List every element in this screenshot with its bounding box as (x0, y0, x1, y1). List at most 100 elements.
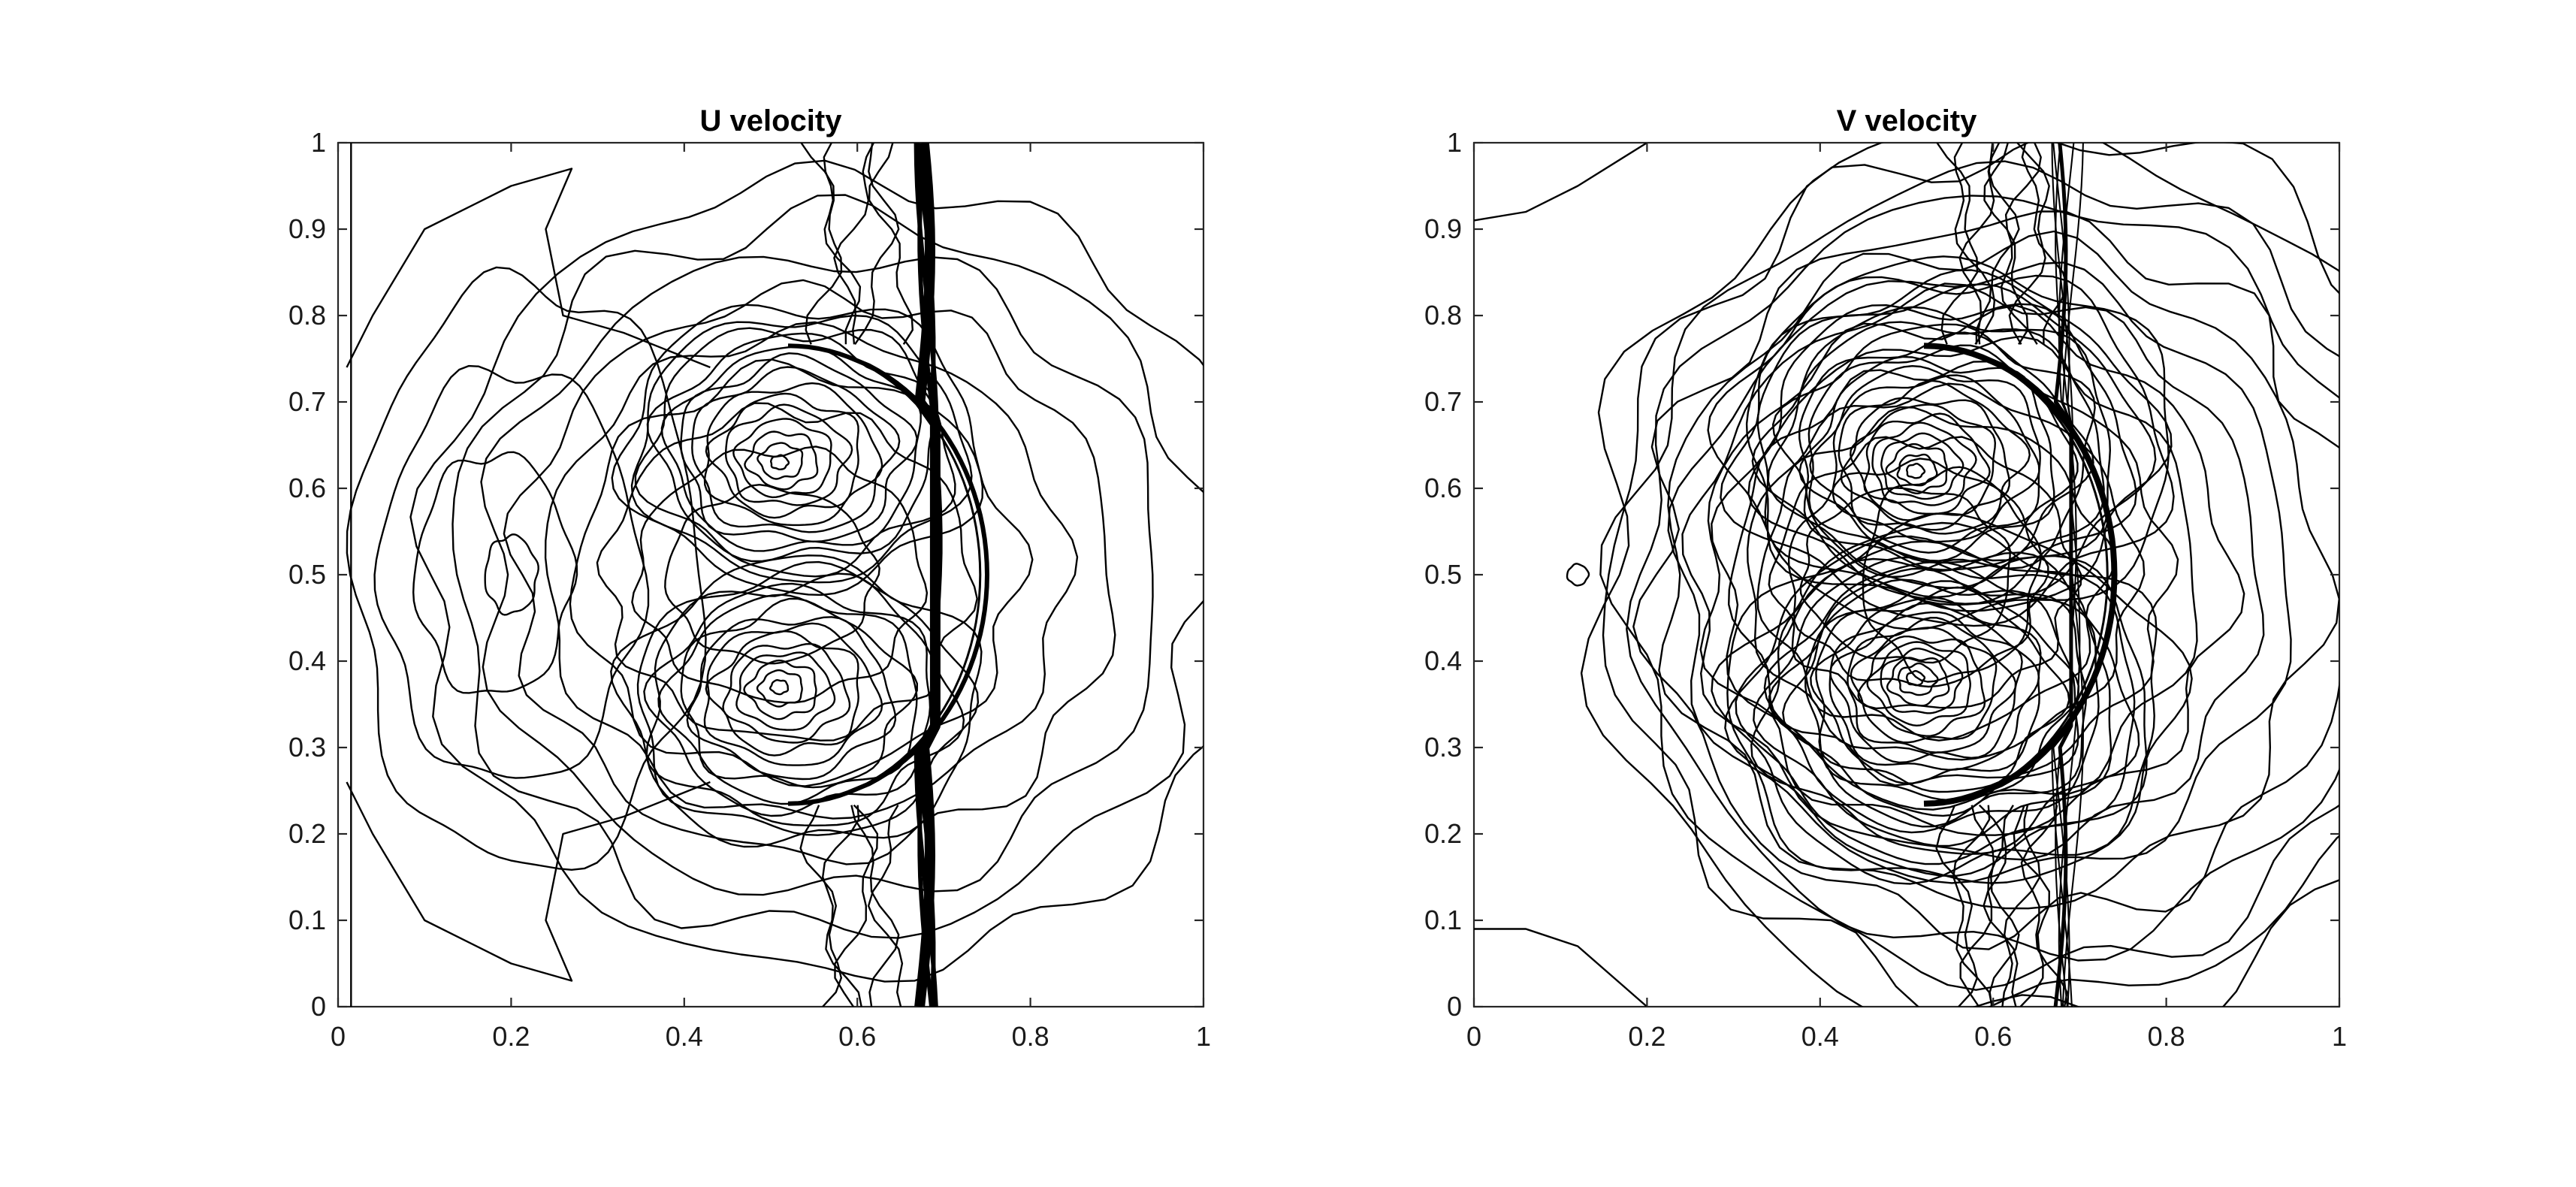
u-velocity-lower-ripple-0 (799, 805, 843, 1007)
v-velocity-vortex-1-contour-11 (1815, 586, 2070, 793)
v-velocity-lower-ripple-2 (1959, 804, 2004, 1007)
u-velocity-wake-contour-8 (409, 159, 1203, 983)
v-velocity-y-tick-label: 0.9 (1424, 213, 1462, 244)
v-velocity-lower-ripple-1 (1952, 805, 1993, 1007)
u-velocity-field-contour-2 (373, 364, 650, 779)
v-velocity-vortex-1-contour-4 (1866, 641, 1971, 726)
u-velocity-upper-ripple-1 (823, 143, 862, 345)
v-velocity-lower-ripple-3 (1971, 805, 2020, 1007)
u-velocity-vortex-0-contour-9 (660, 346, 922, 552)
u-velocity-lower-ripple-2 (834, 804, 879, 1007)
u-velocity-upper-lobe (346, 168, 711, 369)
v-velocity-y-tick-label: 1 (1447, 127, 1462, 158)
v-velocity-vortex-1-contour-3 (1880, 648, 1964, 714)
u-velocity-lower-lobe (346, 781, 711, 982)
v-velocity-vortex-1-contour-20 (1711, 521, 2158, 885)
v-velocity-wake-contour-0 (1799, 487, 2011, 664)
u-velocity-y-tick-label: 0.6 (288, 473, 326, 503)
u-velocity-title: U velocity (700, 104, 843, 137)
u-velocity-panel: U velocity 0 0.2 0.4 0.6 0.8 1 0 0.1 0.2 0.3 0.4 0.… (288, 104, 1211, 1052)
v-velocity-wake-contour-4 (1746, 382, 2146, 761)
u-velocity-vortex-1-contour-9 (657, 594, 918, 805)
v-velocity-contours (1474, 143, 2339, 1007)
u-velocity-vortex-0-contour-3 (732, 418, 832, 499)
u-velocity-vortex-1-contour-8 (680, 597, 919, 789)
v-velocity-wake-contour-10 (1658, 230, 2339, 910)
v-velocity-vortex-1-contour-6 (1850, 627, 1998, 744)
v-velocity-y-tick-label: 0.3 (1424, 732, 1462, 763)
u-velocity-vortex-0-contour-2 (744, 430, 819, 491)
u-velocity-vortex-0-contour-12 (630, 314, 973, 584)
u-velocity-wake-contour-1 (631, 446, 929, 704)
u-velocity-vortex-0-contour-6 (703, 382, 883, 527)
v-velocity-vortex-1-contour-10 (1810, 597, 2042, 784)
u-velocity-lower-ripple-1 (821, 805, 862, 1007)
v-velocity-wake-contour-13 (1599, 160, 2339, 991)
v-velocity-ticks: 0 0.2 0.4 0.6 0.8 1 0 0.1 0.2 0.3 0.4 0.5 0.6 0.7 0.8 0… (1424, 127, 2347, 1052)
u-velocity-vortex-1-contour-2 (743, 659, 817, 720)
u-velocity-vortex-1-contour-0 (769, 679, 790, 696)
v-velocity-field-contour-0 (1862, 466, 2042, 683)
v-velocity-wake-contour-1 (1787, 458, 2049, 688)
v-velocity-vortex-0-contour-5 (1863, 412, 1991, 515)
u-velocity-vortex-1-contour-10 (643, 582, 932, 817)
v-velocity-lower-ripple-4 (1983, 805, 2019, 1007)
u-velocity-upper-ripple-4 (868, 143, 914, 345)
v-velocity-y-tick-label: 0.5 (1424, 559, 1462, 590)
u-velocity-wake-contour-3 (569, 358, 1034, 787)
v-velocity-vortex-1-contour-13 (1782, 578, 2079, 817)
v-velocity-upper-ripple-1 (1953, 143, 1992, 345)
v-velocity-y-tick-label: 0.7 (1424, 386, 1462, 417)
v-velocity-upper-ripple-2 (1958, 143, 2001, 345)
v-velocity-vortex-1-contour-9 (1829, 602, 2040, 771)
v-velocity-wake-contour-2 (1768, 436, 2082, 710)
u-velocity-y-tick-label: 0.9 (288, 213, 326, 244)
u-velocity-y-tick-label: 0.3 (288, 732, 326, 763)
v-velocity-wake-contour-8 (1681, 282, 2265, 861)
v-velocity-wake-contour-7 (1699, 304, 2245, 836)
u-velocity-contours (346, 143, 1203, 1007)
u-velocity-wake-contour-0 (664, 484, 880, 665)
v-velocity-lower-ripple-0 (1935, 805, 1979, 1007)
u-velocity-shock-line-3 (917, 143, 943, 1007)
u-velocity-vortex-0-contour-1 (756, 442, 804, 480)
u-velocity-wake-contour-5 (503, 279, 1116, 865)
u-velocity-vortex-1-contour-11 (645, 572, 965, 827)
v-velocity-vortex-0-contour-14 (1771, 323, 2096, 578)
u-velocity-wake-contour-7 (451, 194, 1203, 939)
v-velocity-vortex-1-contour-21 (1726, 512, 2193, 884)
u-velocity-y-tick-label: 0.4 (288, 645, 326, 676)
v-velocity-x-tick-label: 0.2 (1628, 1021, 1665, 1052)
u-velocity-wake-contour-6 (480, 255, 1154, 896)
u-velocity-field-contour-0 (484, 533, 539, 616)
u-velocity-axes (337, 141, 1205, 1008)
v-velocity-vortex-1-contour-0 (1905, 669, 1926, 687)
v-velocity-vortex-0-contour-7 (1840, 397, 2011, 531)
v-velocity-vortex-1-contour-16 (1753, 556, 2112, 847)
v-velocity-x-tick-label: 0.8 (2148, 1021, 2185, 1052)
u-velocity-shock-line-2 (914, 143, 940, 1007)
v-velocity-lower-ripple-5 (2001, 805, 2041, 1007)
u-velocity-vortex-1-contour-6 (703, 622, 883, 766)
u-velocity-y-tick-label: 0.2 (288, 818, 326, 849)
v-velocity-wake-contour-3 (1756, 406, 2116, 741)
u-velocity-upper-ripple-3 (854, 143, 900, 345)
v-velocity-lower-ripple-7 (2020, 805, 2068, 1007)
v-velocity-wake-contour-9 (1667, 261, 2292, 884)
v-velocity-vortex-0-contour-19 (1745, 269, 2173, 612)
u-velocity-vortex-0-contour-0 (769, 454, 790, 470)
u-velocity-x-tick-label: 0.2 (492, 1021, 530, 1052)
v-velocity-vortex-0-contour-4 (1871, 421, 1977, 506)
v-velocity-y-tick-label: 0.1 (1424, 905, 1462, 935)
v-velocity-wake-contour-15 (1580, 143, 2339, 1007)
v-velocity-y-tick-label: 0.8 (1424, 300, 1462, 331)
v-velocity-vortex-0-contour-3 (1880, 432, 1964, 500)
v-velocity-upper-band (1474, 143, 1648, 222)
v-velocity-bow-shock-inner (1923, 344, 2109, 805)
v-velocity-vortex-0-contour-8 (1838, 379, 2031, 535)
v-velocity-panel: V velocity 0 0.2 0.4 0.6 0.8 1 0 0.1 0.2 0.3 0.4 0.… (1424, 104, 2347, 1052)
v-velocity-vortex-1-contour-19 (1724, 535, 2148, 877)
v-velocity-title: V velocity (1837, 104, 1978, 137)
u-velocity-vortex-1-contour-3 (735, 651, 836, 731)
v-velocity-x-tick-label: 0.4 (1801, 1021, 1839, 1052)
